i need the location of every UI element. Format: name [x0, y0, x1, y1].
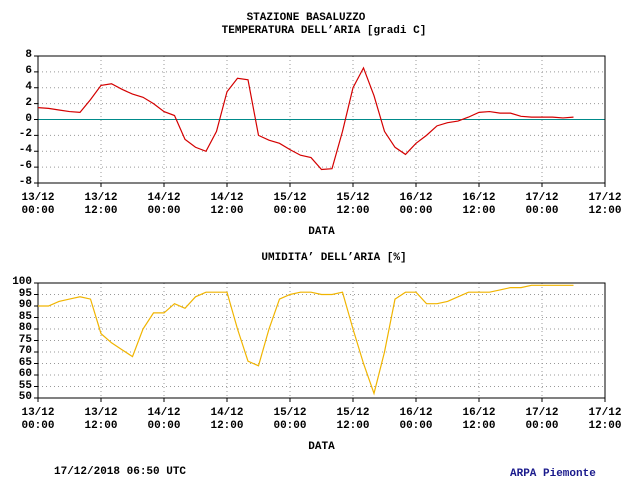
x-tick-label: 14/12 00:00	[147, 407, 181, 432]
y-tick-label: 50	[18, 391, 32, 403]
x-tick-label: 14/12 12:00	[210, 407, 244, 432]
x-tick-label: 16/12 00:00	[399, 407, 433, 432]
x-tick-label: 13/12 00:00	[21, 192, 55, 217]
y-tick-label: 8	[25, 49, 32, 61]
y-tick-label: 80	[18, 322, 32, 334]
y-tick-label: 100	[12, 276, 32, 288]
x-axis-label: DATA	[308, 226, 335, 238]
x-tick-label: 16/12 12:00	[462, 407, 496, 432]
y-tick-label: 6	[25, 64, 32, 77]
data-line	[38, 284, 574, 396]
x-tick-label: 15/12 00:00	[273, 192, 307, 217]
y-tick-label: -8	[18, 176, 32, 188]
credit: ARPA Piemonte	[510, 468, 596, 480]
x-tick-label: 13/12 12:00	[84, 407, 118, 432]
x-tick-label: 17/12 00:00	[525, 407, 559, 432]
y-tick-label: 70	[18, 345, 32, 357]
x-tick-label: 13/12 00:00	[21, 407, 55, 432]
timestamp: 17/12/2018 06:50 UTC	[54, 466, 187, 478]
x-tick-label: 16/12 00:00	[399, 192, 433, 217]
y-tick-label: 0	[25, 112, 32, 125]
y-tick-label: 75	[18, 333, 32, 346]
y-tick-label: 85	[18, 310, 32, 323]
y-tick-label: 2	[25, 96, 32, 109]
x-tick-label: 15/12 12:00	[336, 192, 370, 217]
y-tick-label: 90	[18, 299, 32, 311]
y-tick-label: 95	[18, 287, 32, 300]
plot-frame	[37, 55, 606, 184]
x-tick-label: 15/12 00:00	[273, 407, 307, 432]
x-tick-label: 14/12 00:00	[147, 192, 181, 217]
y-tick-label: 60	[18, 368, 32, 380]
x-tick-label: 15/12 12:00	[336, 407, 370, 432]
x-tick-label: 13/12 12:00	[84, 192, 118, 217]
x-tick-label: 17/12 12:00	[588, 407, 622, 432]
data-line	[37, 66, 574, 171]
x-tick-label: 14/12 12:00	[210, 192, 244, 217]
x-tick-label: 17/12 12:00	[588, 192, 622, 217]
x-tick-label: 16/12 12:00	[462, 192, 496, 217]
y-tick-label: -2	[18, 128, 32, 141]
y-tick-label: 4	[25, 80, 32, 93]
x-axis-label: DATA	[308, 441, 335, 453]
x-tick-label: 17/12 00:00	[525, 192, 559, 217]
y-tick-label: -4	[18, 144, 32, 157]
chart-title: STAZIONE BASALUZZO	[246, 12, 366, 24]
y-tick-label: 65	[18, 356, 32, 369]
y-tick-label: 55	[18, 379, 32, 392]
chart-subtitle: TEMPERATURA DELL’ARIA [gradi C]	[221, 25, 427, 37]
plot-frame	[37, 282, 606, 399]
chart-title: UMIDITA’ DELL’ARIA [%]	[261, 252, 407, 264]
y-tick-label: -6	[18, 160, 32, 173]
